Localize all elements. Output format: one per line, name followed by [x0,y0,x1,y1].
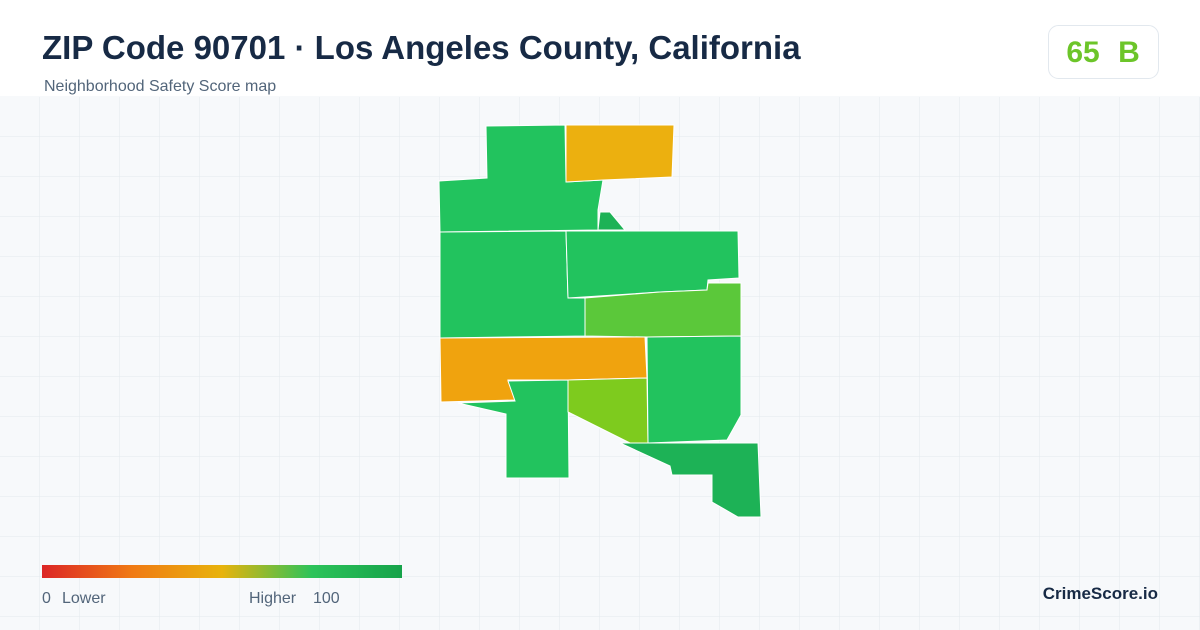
area [619,442,762,518]
area [565,124,675,183]
area [584,282,742,338]
area [597,211,627,231]
area [646,335,742,444]
area [439,230,586,339]
subtitle: Neighborhood Safety Score map [44,78,276,95]
legend-min-label: Lower [62,590,106,607]
legend-max: 100 [313,590,340,607]
score-badge [1048,25,1159,79]
header-band [0,0,1200,96]
score: 65 [1066,36,1099,69]
title: ZIP Code 90701 · Los Angeles County, Cal… [42,29,801,66]
area [457,379,570,479]
legend-max-label: Higher [249,590,297,607]
grade: B [1118,36,1140,69]
brand: CrimeScore.io [1043,584,1158,603]
legend-min: 0 [42,590,51,607]
zip-areas [438,124,762,518]
legend-gradient [42,565,402,578]
